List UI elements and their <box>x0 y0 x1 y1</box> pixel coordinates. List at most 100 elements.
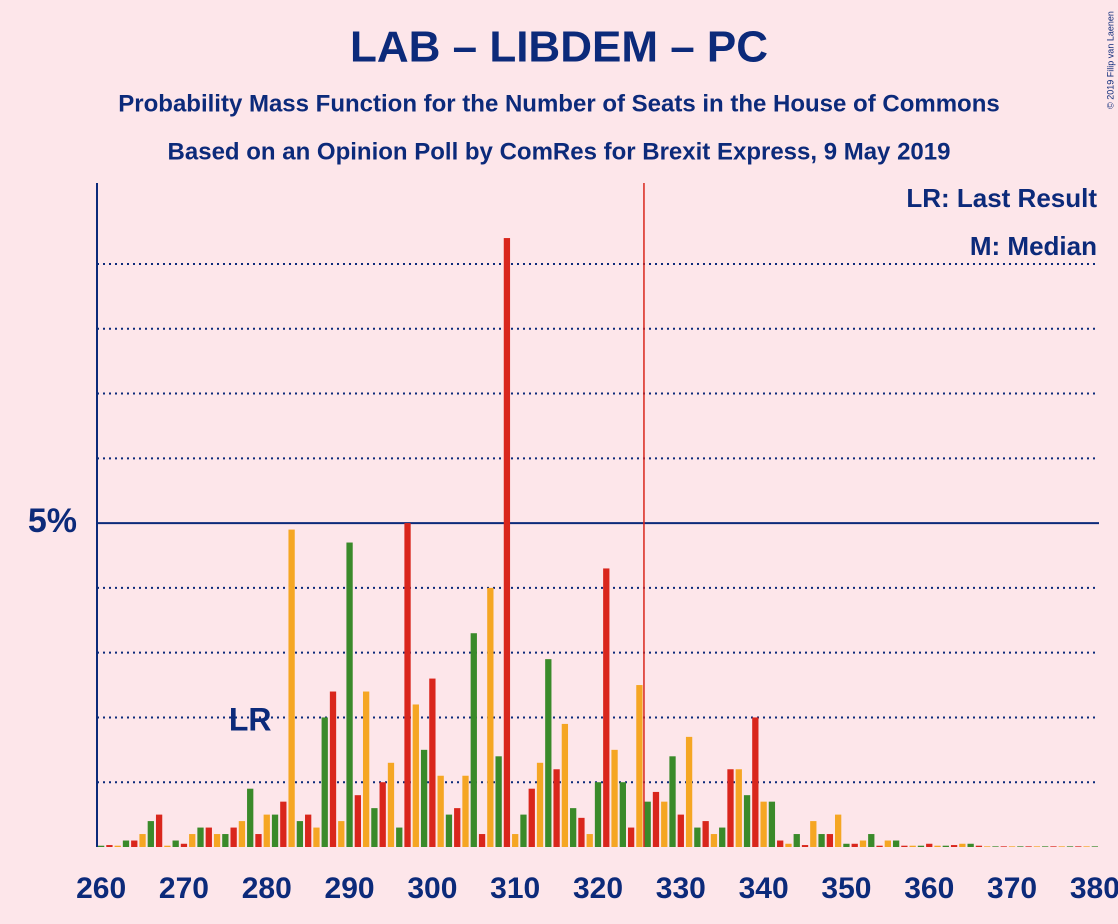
chart-title: LAB – LIBDEM – PC <box>350 23 768 72</box>
x-tick-label: 330 <box>656 872 706 905</box>
bar <box>917 845 925 847</box>
bar <box>445 814 453 847</box>
bar <box>271 814 279 847</box>
bar <box>694 827 701 847</box>
bar <box>561 723 569 847</box>
bar <box>305 814 312 847</box>
bar <box>876 845 883 847</box>
bar <box>487 587 494 847</box>
bar <box>495 756 502 847</box>
bar <box>114 845 121 847</box>
bar <box>644 801 651 847</box>
bar <box>155 814 163 847</box>
bar <box>379 782 386 847</box>
bar <box>362 691 370 847</box>
x-tick-label: 270 <box>159 872 209 905</box>
bar <box>420 749 428 847</box>
bar <box>1000 846 1007 847</box>
bar <box>1008 846 1016 847</box>
bar <box>810 821 817 847</box>
bar <box>727 769 734 847</box>
bar <box>97 845 105 847</box>
bar <box>371 808 378 847</box>
bar <box>429 678 436 847</box>
bar <box>222 834 229 847</box>
bar <box>197 827 204 847</box>
bar <box>354 795 361 847</box>
bar <box>702 821 709 847</box>
y-tick-label: 5% <box>28 502 77 540</box>
bar <box>594 782 602 847</box>
bar <box>636 685 643 847</box>
bar <box>984 846 991 847</box>
bar <box>387 762 395 847</box>
bar <box>263 814 270 847</box>
x-tick-label: 310 <box>490 872 540 905</box>
bar <box>752 717 759 847</box>
bar <box>934 845 941 847</box>
bar <box>462 775 469 847</box>
legend-entry: LR: Last Result <box>906 183 1097 213</box>
bar <box>669 756 676 847</box>
x-tick-label: 350 <box>821 872 871 905</box>
bar <box>777 840 784 847</box>
bar <box>843 843 850 847</box>
bar <box>603 568 610 847</box>
bar <box>329 691 337 847</box>
bar <box>106 845 113 847</box>
bar <box>926 843 933 847</box>
x-tick-label: 340 <box>739 872 789 905</box>
bar <box>313 827 320 847</box>
bar <box>288 529 295 847</box>
bar <box>1042 846 1049 847</box>
bar <box>959 843 966 847</box>
bar <box>992 846 999 847</box>
bar <box>661 801 668 847</box>
bar <box>230 827 237 847</box>
bar <box>338 821 345 847</box>
x-tick-label: 290 <box>325 872 375 905</box>
bar <box>578 817 585 847</box>
bar <box>512 834 519 847</box>
bar <box>967 843 974 847</box>
bar <box>396 827 403 847</box>
bar <box>719 827 726 847</box>
bar <box>238 821 246 847</box>
copyright: © 2019 Filip van Laenen <box>1105 11 1115 109</box>
bar <box>1083 846 1090 847</box>
x-tick-label: 370 <box>987 872 1037 905</box>
bar <box>1017 846 1024 847</box>
bar <box>404 523 411 847</box>
bar <box>280 801 287 847</box>
bar <box>346 542 353 847</box>
legend-entry: M: Median <box>970 231 1097 261</box>
bar <box>520 814 527 847</box>
bar <box>818 834 825 847</box>
bar <box>172 840 179 847</box>
bar <box>454 808 461 847</box>
bar <box>205 827 212 847</box>
chart-subtitle: Based on an Opinion Poll by ComRes for B… <box>168 138 951 165</box>
bar <box>180 843 188 847</box>
bar <box>710 834 718 847</box>
bar <box>1033 846 1041 847</box>
bar <box>122 840 130 847</box>
bar <box>1025 846 1032 847</box>
bar <box>147 821 154 847</box>
bar <box>793 834 800 847</box>
bar <box>735 769 742 847</box>
bar <box>785 843 792 847</box>
bar <box>868 834 875 847</box>
bar <box>412 704 419 847</box>
bar <box>189 834 196 847</box>
bar <box>164 845 171 847</box>
bar <box>826 834 834 847</box>
bar <box>768 801 776 847</box>
x-tick-label: 280 <box>242 872 292 905</box>
x-tick-label: 300 <box>407 872 457 905</box>
bar <box>1050 846 1057 847</box>
bar <box>835 814 842 847</box>
bar <box>760 801 767 847</box>
bar <box>545 659 552 847</box>
